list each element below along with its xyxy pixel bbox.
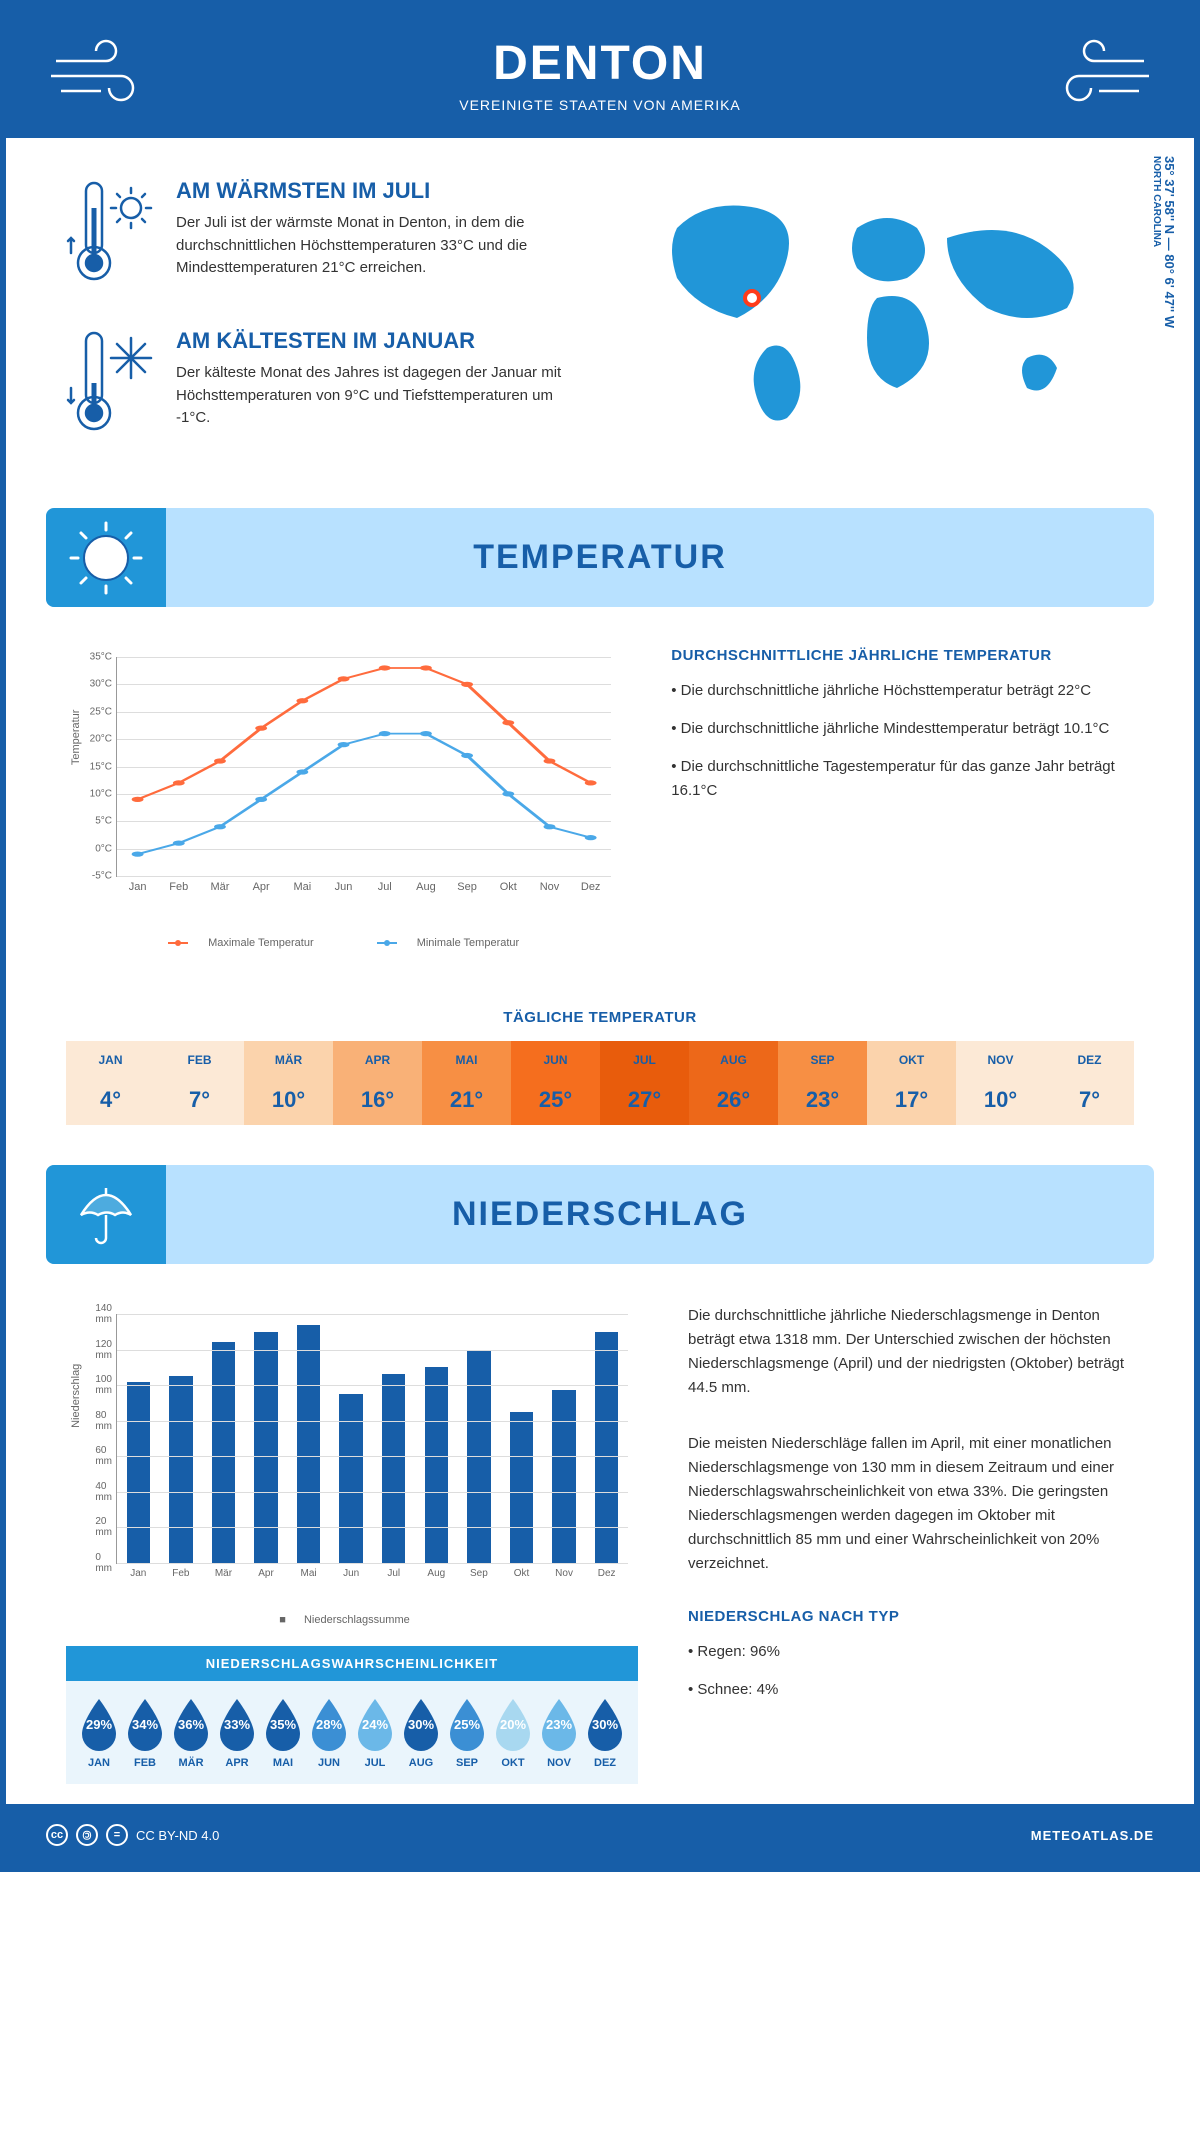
license: cc 🄯 = CC BY-ND 4.0 — [46, 1824, 219, 1846]
daily-cell: NOV10° — [956, 1041, 1045, 1125]
daily-cell: MAI21° — [422, 1041, 511, 1125]
daily-cell: AUG26° — [689, 1041, 778, 1125]
probability-drop: 36%MÄR — [168, 1696, 214, 1769]
daily-cell: JUN25° — [511, 1041, 600, 1125]
country-subtitle: VEREINIGTE STAATEN VON AMERIKA — [6, 97, 1194, 113]
probability-drop: 24%JUL — [352, 1696, 398, 1769]
probability-drop: 29%JAN — [76, 1696, 122, 1769]
warmest-text: Der Juli ist der wärmste Monat in Denton… — [176, 212, 580, 280]
probability-drop: 30%DEZ — [582, 1696, 628, 1769]
thermometer-cold-icon — [66, 328, 156, 443]
umbrella-icon — [46, 1165, 166, 1264]
probability-drop: 35%MAI — [260, 1696, 306, 1769]
coldest-block: AM KÄLTESTEN IM JANUAR Der kälteste Mona… — [66, 328, 580, 443]
by-icon: 🄯 — [76, 1824, 98, 1846]
temperature-heading: TEMPERATUR — [46, 538, 1154, 577]
probability-drop: 23%NOV — [536, 1696, 582, 1769]
precipitation-probability-panel: NIEDERSCHLAGSWAHRSCHEINLICHKEIT 29%JAN34… — [66, 1646, 638, 1784]
precipitation-summary: Die durchschnittliche jährliche Niedersc… — [688, 1304, 1134, 1784]
thermometer-hot-icon — [66, 178, 156, 293]
daily-cell: DEZ7° — [1045, 1041, 1134, 1125]
temp-chart-legend: Maximale Temperatur Minimale Temperatur — [66, 937, 621, 949]
daily-cell: OKT17° — [867, 1041, 956, 1125]
warmest-title: AM WÄRMSTEN IM JULI — [176, 178, 580, 204]
daily-temp-title: TÄGLICHE TEMPERATUR — [6, 1009, 1194, 1026]
temperature-line-chart: Temperatur -5°C0°C5°C10°C15°C20°C25°C30°… — [66, 647, 621, 927]
daily-cell: JAN4° — [66, 1041, 155, 1125]
daily-temp-grid: JAN4°FEB7°MÄR10°APR16°MAI21°JUN25°JUL27°… — [66, 1041, 1134, 1125]
daily-cell: FEB7° — [155, 1041, 244, 1125]
coordinates: 35° 37' 58'' N — 80° 6' 47'' W NORTH CAR… — [1151, 156, 1177, 328]
probability-drop: 28%JUN — [306, 1696, 352, 1769]
daily-cell: SEP23° — [778, 1041, 867, 1125]
nd-icon: = — [106, 1824, 128, 1846]
temperature-summary: DURCHSCHNITTLICHE JÄHRLICHE TEMPERATUR •… — [671, 647, 1134, 949]
warmest-block: AM WÄRMSTEN IM JULI Der Juli ist der wär… — [66, 178, 580, 293]
daily-cell: MÄR10° — [244, 1041, 333, 1125]
coldest-title: AM KÄLTESTEN IM JANUAR — [176, 328, 580, 354]
infographic-page: DENTON VEREINIGTE STAATEN VON AMERIKA AM… — [0, 0, 1200, 1872]
precipitation-heading: NIEDERSCHLAG — [46, 1195, 1154, 1234]
probability-drop: 20%OKT — [490, 1696, 536, 1769]
probability-drop: 34%FEB — [122, 1696, 168, 1769]
probability-drop: 30%AUG — [398, 1696, 444, 1769]
footer: cc 🄯 = CC BY-ND 4.0 METEOATLAS.DE — [6, 1804, 1194, 1866]
world-map — [620, 178, 1134, 443]
daily-cell: APR16° — [333, 1041, 422, 1125]
temperature-section-header: TEMPERATUR — [46, 508, 1154, 607]
probability-drop: 25%SEP — [444, 1696, 490, 1769]
precipitation-bar-chart: Niederschlag JanFebMärAprMaiJunJulAugSep… — [66, 1304, 638, 1604]
wind-icon — [1034, 36, 1154, 111]
brand: METEOATLAS.DE — [1031, 1828, 1154, 1843]
city-title: DENTON — [6, 36, 1194, 91]
wind-icon — [46, 36, 166, 111]
sun-icon — [46, 508, 166, 607]
intro-section: AM WÄRMSTEN IM JULI Der Juli ist der wär… — [6, 138, 1194, 508]
probability-drop: 33%APR — [214, 1696, 260, 1769]
coldest-text: Der kälteste Monat des Jahres ist dagege… — [176, 362, 580, 430]
precipitation-section-header: NIEDERSCHLAG — [46, 1165, 1154, 1264]
header: DENTON VEREINIGTE STAATEN VON AMERIKA — [6, 6, 1194, 138]
cc-icon: cc — [46, 1824, 68, 1846]
daily-cell: JUL27° — [600, 1041, 689, 1125]
precip-chart-legend: ■ Niederschlagssumme — [66, 1614, 638, 1626]
